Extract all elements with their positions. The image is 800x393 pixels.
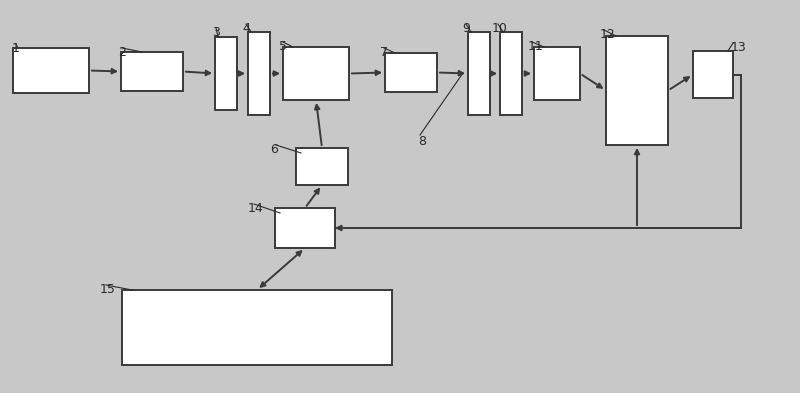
Bar <box>275 208 335 248</box>
Bar <box>606 36 668 145</box>
Bar <box>13 48 89 93</box>
Text: 4: 4 <box>242 22 250 35</box>
Bar <box>534 47 580 100</box>
Text: 12: 12 <box>600 28 616 41</box>
Text: 13: 13 <box>731 41 746 54</box>
Text: 10: 10 <box>492 22 508 35</box>
Text: 3: 3 <box>212 26 220 39</box>
Bar <box>385 53 437 92</box>
Text: 2: 2 <box>118 46 126 59</box>
Bar <box>283 47 349 100</box>
Bar <box>468 32 490 115</box>
Text: 7: 7 <box>380 46 388 59</box>
Text: 9: 9 <box>462 22 470 35</box>
Text: 6: 6 <box>270 143 278 156</box>
Bar <box>500 32 522 115</box>
Bar <box>693 51 733 98</box>
Text: 8: 8 <box>418 135 426 148</box>
Text: 15: 15 <box>100 283 116 296</box>
Text: 1: 1 <box>12 42 20 55</box>
Bar <box>248 32 270 115</box>
Bar <box>122 290 392 365</box>
Text: 5: 5 <box>279 40 287 53</box>
Bar <box>296 148 348 185</box>
Bar <box>121 52 183 91</box>
Text: 14: 14 <box>248 202 264 215</box>
Text: 11: 11 <box>528 40 544 53</box>
Bar <box>215 37 237 110</box>
